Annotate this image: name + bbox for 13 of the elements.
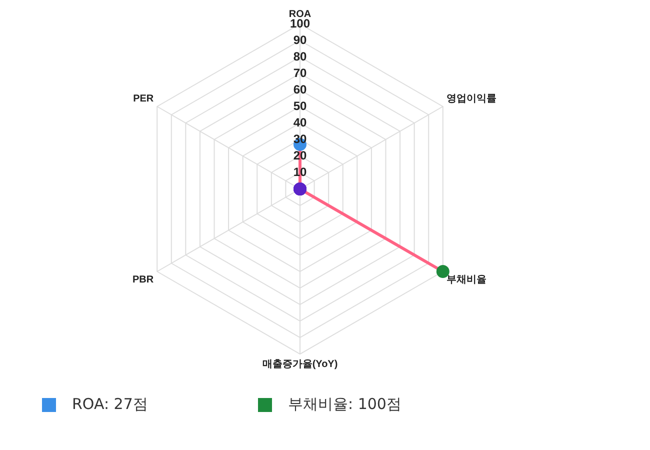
y-tick-label: 60 bbox=[293, 82, 307, 96]
text: ROA: 27점 bbox=[72, 395, 148, 414]
y-tick-label: 40 bbox=[293, 115, 307, 130]
text: 부채비율: 100점 bbox=[288, 395, 402, 414]
spoke-label: 영업이익률 bbox=[446, 93, 496, 104]
spoke-label: 부채비율 bbox=[446, 274, 486, 286]
y-tick-label: 50 bbox=[293, 98, 307, 113]
y-tick-label: 90 bbox=[293, 32, 307, 47]
spoke-label: 매출증가율(YoY) bbox=[262, 358, 338, 370]
y-tick-label: 80 bbox=[293, 49, 307, 64]
spoke-label: PER bbox=[133, 93, 154, 104]
y-tick-label: 70 bbox=[293, 66, 307, 80]
spoke-label: PBR bbox=[132, 274, 154, 286]
